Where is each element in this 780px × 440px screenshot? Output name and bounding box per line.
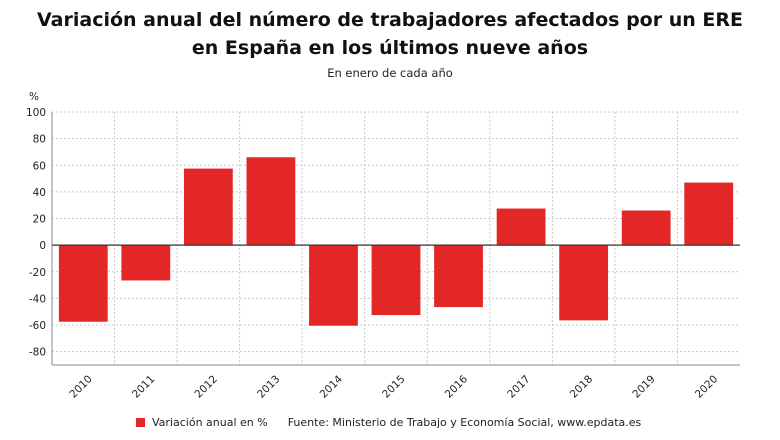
x-tick-label: 2015 (380, 373, 407, 400)
y-tick-label: -60 (29, 320, 46, 332)
x-tick-label: 2019 (630, 373, 657, 400)
bar (621, 210, 671, 246)
bar (58, 245, 108, 322)
bar (371, 245, 421, 316)
x-tick-label: 2018 (568, 373, 595, 400)
bar (309, 245, 358, 326)
chart-title: Variación anual del número de trabajador… (0, 6, 780, 62)
y-tick-label: -80 (29, 347, 46, 359)
bar (246, 157, 296, 246)
bar (496, 208, 546, 246)
chart-title-line-2: en España en los últimos nueve años (191, 37, 589, 59)
x-tick-label: 2010 (67, 373, 94, 400)
y-tick-label: -20 (29, 267, 46, 279)
y-tick-label: 80 (33, 134, 46, 146)
x-tick-label: 2020 (693, 373, 720, 400)
bar (684, 182, 734, 246)
x-tick-label: 2011 (130, 373, 157, 400)
x-tick-label: 2012 (193, 373, 220, 400)
x-tick-label: 2013 (255, 373, 282, 400)
y-tick-label: 0 (39, 240, 46, 252)
chart-title-line-1: Variación anual del número de trabajador… (37, 9, 743, 31)
y-tick-label: 20 (33, 214, 46, 226)
source-note: Fuente: Ministerio de Trabajo y Economía… (287, 416, 642, 429)
x-tick-label: 2014 (318, 373, 346, 401)
legend-swatch (136, 418, 145, 427)
y-tick-label: 100 (26, 107, 46, 119)
y-axis-unit-label: % (29, 91, 39, 103)
bar (183, 168, 233, 246)
bar (434, 245, 483, 308)
bar (559, 245, 609, 321)
y-tick-label: 40 (33, 187, 46, 199)
bar (121, 245, 171, 281)
legend-label: Variación anual en % (152, 416, 268, 429)
y-tick-label: 60 (33, 160, 46, 172)
y-tick-label: -40 (29, 293, 46, 305)
chart-subtitle: En enero de cada año (327, 66, 453, 80)
chart-legend: Variación anual en % Fuente: Ministerio … (136, 416, 641, 429)
x-tick-label: 2017 (505, 373, 532, 400)
x-tick-label: 2016 (443, 373, 471, 401)
